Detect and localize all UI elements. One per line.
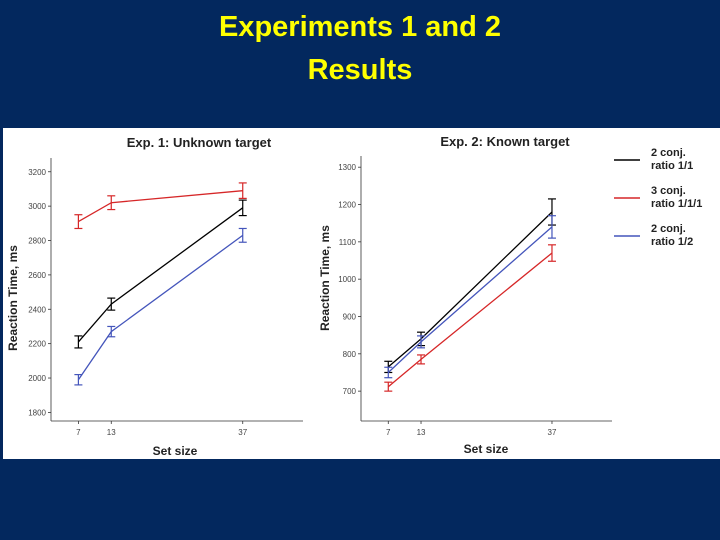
chart1-ytick-label-2800: 2800 xyxy=(28,237,46,246)
chart1-ytick-label-2000: 2000 xyxy=(28,374,46,383)
chart2-ytick-label-700: 700 xyxy=(343,387,357,396)
chart1-series-3-line xyxy=(77,234,244,381)
results-figure: Exp. 1: Unknown target 1800 2000 2200 2400 26… xyxy=(6,134,702,458)
chart1-x-axis-label: Set size xyxy=(153,444,198,458)
chart2-x-axis-label: Set size xyxy=(464,442,509,456)
chart1-ytick-label-2400: 2400 xyxy=(28,305,46,314)
legend-label-1-line2: ratio 1/1 xyxy=(651,160,693,172)
chart1-title: Exp. 1: Unknown target xyxy=(127,135,272,150)
chart2-ytick-label-800: 800 xyxy=(343,350,357,359)
chart2-title: Exp. 2: Known target xyxy=(440,134,570,149)
chart2-ytick-label-1000: 1000 xyxy=(338,275,356,284)
chart1-series-2-line xyxy=(78,190,243,223)
slide-title: Experiments 1 and 2 Results xyxy=(0,6,720,92)
legend-label-3-line1: 2 conj. xyxy=(651,223,686,235)
chart2-series-2-line xyxy=(387,252,553,388)
chart1-ytick-label-1800: 1800 xyxy=(28,408,46,417)
chart1-ytick-label-3200: 3200 xyxy=(28,168,46,177)
chart2-y-axis-label: Reaction Time, ms xyxy=(318,225,332,331)
legend-label-1-line1: 2 conj. xyxy=(651,147,686,159)
chart2-ytick-label-1200: 1200 xyxy=(338,201,356,210)
chart1-ytick-label-3000: 3000 xyxy=(28,202,46,211)
slide-title-line2: Results xyxy=(307,54,413,86)
slide-title-line1: Experiments 1 and 2 xyxy=(218,11,502,43)
chart1-ytick-label-2200: 2200 xyxy=(28,340,46,349)
chart2-ytick-label-900: 900 xyxy=(343,312,357,321)
chart1-y-axis-label: Reaction Time, ms xyxy=(6,245,20,351)
chart2-ytick-label-1300: 1300 xyxy=(338,163,356,172)
figure-panel: Exp. 1: Unknown target 1800 2000 2200 2400 26… xyxy=(3,128,720,459)
chart2-series-1-line xyxy=(387,211,553,368)
chart1-series-1-line xyxy=(77,207,244,343)
chart1-xtick-label-13: 13 xyxy=(107,428,116,437)
chart2-ytick-label-1100: 1100 xyxy=(339,238,357,247)
chart2-xtick-label-13: 13 xyxy=(417,428,426,437)
chart1-xtick-label-7: 7 xyxy=(76,428,81,437)
chart2-series-3-line xyxy=(387,226,553,373)
chart1-ytick-label-2600: 2600 xyxy=(28,271,46,280)
legend-label-3-line2: ratio 1/2 xyxy=(651,236,693,248)
legend-label-2-line2: ratio 1/1/1 xyxy=(651,198,702,210)
chart2-xtick-label-37: 37 xyxy=(548,428,557,437)
chart2-xtick-label-7: 7 xyxy=(386,428,391,437)
legend-label-2-line1: 3 conj. xyxy=(651,185,686,197)
chart1-xtick-label-37: 37 xyxy=(238,428,247,437)
